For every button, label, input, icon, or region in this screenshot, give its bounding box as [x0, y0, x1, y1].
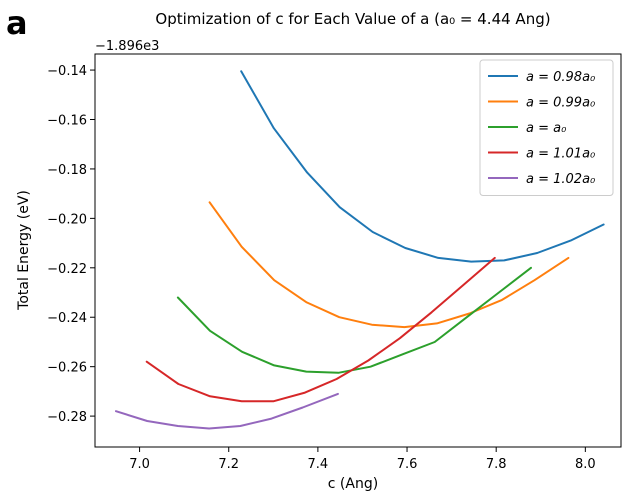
legend-label-5: a = 1.02a₀ [526, 172, 596, 187]
x-tick-label: 8.0 [575, 457, 596, 472]
y-tick-label: −0.24 [47, 311, 87, 326]
legend: a = 0.98a₀ a = 0.99a₀ a = a₀ a = 1.01a₀ a = … [479, 59, 614, 196]
panel-letter: a [6, 4, 28, 42]
y-tick-label: −0.26 [47, 361, 87, 376]
y-tick-label: −0.20 [47, 212, 87, 227]
legend-label-4: a = 1.01a₀ [526, 147, 596, 162]
y-tick-label: −0.14 [47, 64, 87, 79]
series-line-2 [208, 201, 570, 329]
series-line-5 [115, 392, 339, 430]
plot-area: 7.0 7.2 7.4 7.6 7.8 8.0 −0.28 −0.26 −0.24 −0.22 −0… [47, 53, 622, 472]
y-axis-label: Total Energy (eV) [16, 190, 32, 311]
x-tick-label: 7.4 [308, 457, 329, 472]
y-tick-label: −0.18 [47, 163, 87, 178]
y-tick-label: −0.28 [47, 410, 87, 425]
x-tick-label: 7.2 [218, 457, 239, 472]
y-tick-label: −0.16 [47, 114, 87, 129]
legend-label-1: a = 0.98a₀ [526, 70, 596, 85]
x-tick-label: 7.6 [397, 457, 418, 472]
series-line-4 [145, 256, 496, 403]
legend-box [479, 59, 614, 196]
series-line-1 [240, 70, 605, 263]
chart-title: Optimization of c for Each Value of a (a… [155, 10, 550, 28]
legend-label-2: a = 0.99a₀ [526, 96, 596, 111]
plot-frame [94, 53, 622, 448]
series-line-3 [176, 266, 532, 374]
legend-label-3: a = a₀ [526, 121, 567, 136]
x-tick-label: 7.0 [129, 457, 150, 472]
axis-offset-label: −1.896e3 [95, 39, 159, 54]
x-axis-label: c (Ang) [328, 476, 378, 492]
y-tick-label: −0.22 [47, 262, 87, 277]
x-tick-label: 7.8 [486, 457, 507, 472]
